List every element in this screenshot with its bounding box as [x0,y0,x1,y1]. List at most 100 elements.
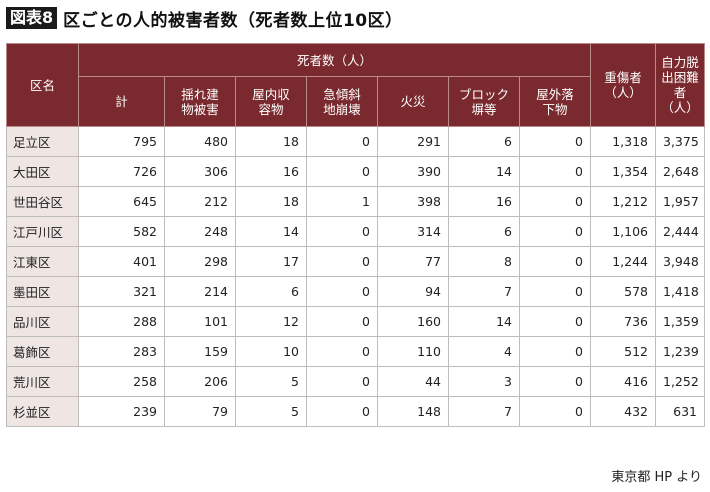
cell-outdoor: 0 [519,126,591,157]
cell-total: 239 [78,396,165,427]
header-fire-label: 火災 [400,94,426,109]
cell-outdoor: 0 [519,156,591,187]
header-injured-label: 重傷者（人） [604,70,642,100]
cell-slope: 0 [306,336,378,367]
cell-total: 401 [78,246,165,277]
cell-stranded: 1,252 [655,366,705,397]
cell-ward: 品川区 [6,306,79,337]
cell-shaking: 79 [164,396,236,427]
cell-ward: 杉並区 [6,396,79,427]
figure-badge: 図表8 [6,7,58,29]
header-block: ブロック塀等 [448,76,520,127]
cell-total: 582 [78,216,165,247]
cell-indoor: 16 [235,156,307,187]
source-note: 東京都 HP より [611,470,702,485]
cell-block: 14 [448,306,520,337]
cell-injured: 1,106 [590,216,656,247]
cell-outdoor: 0 [519,366,591,397]
cell-fire: 291 [377,126,449,157]
header-indoor-label: 屋内収容物 [252,86,290,117]
cell-fire: 398 [377,186,449,217]
cell-ward: 江戸川区 [6,216,79,247]
table-row: 杉並区 239 79 5 0 148 7 0 432 631 [6,396,705,427]
cell-fire: 148 [377,396,449,427]
cell-ward: 大田区 [6,156,79,187]
cell-shaking: 248 [164,216,236,247]
cell-injured: 1,354 [590,156,656,187]
cell-block: 4 [448,336,520,367]
cell-stranded: 1,957 [655,186,705,217]
cell-indoor: 14 [235,216,307,247]
cell-total: 795 [78,126,165,157]
cell-indoor: 17 [235,246,307,277]
cell-shaking: 480 [164,126,236,157]
cell-total: 321 [78,276,165,307]
header-slope-label: 急傾斜地崩壊 [323,86,361,117]
cell-ward: 葛飾区 [6,336,79,367]
cell-slope: 0 [306,156,378,187]
cell-slope: 0 [306,306,378,337]
cell-stranded: 2,444 [655,216,705,247]
header-ward: 区名 [6,43,79,127]
cell-outdoor: 0 [519,306,591,337]
cell-injured: 1,244 [590,246,656,277]
table-row: 江東区 401 298 17 0 77 8 0 1,244 3,948 [6,246,705,277]
cell-total: 258 [78,366,165,397]
table-row: 江戸川区 582 248 14 0 314 6 0 1,106 2,444 [6,216,705,247]
cell-shaking: 212 [164,186,236,217]
cell-injured: 432 [590,396,656,427]
header-outdoor-label: 屋外落下物 [536,86,574,117]
header-block-label: ブロック塀等 [458,86,509,117]
cell-slope: 0 [306,246,378,277]
cell-outdoor: 0 [519,186,591,217]
cell-stranded: 3,948 [655,246,705,277]
cell-block: 6 [448,216,520,247]
cell-stranded: 1,359 [655,306,705,337]
cell-slope: 0 [306,126,378,157]
cell-ward: 荒川区 [6,366,79,397]
cell-injured: 1,212 [590,186,656,217]
cell-block: 3 [448,366,520,397]
header-injured: 重傷者（人） [590,43,656,127]
table-row: 墨田区 321 214 6 0 94 7 0 578 1,418 [6,276,705,307]
table-row: 世田谷区 645 212 18 1 398 16 0 1,212 1,957 [6,186,705,217]
cell-shaking: 306 [164,156,236,187]
header-shaking-label: 揺れ建物被害 [181,86,219,117]
header-shaking: 揺れ建物被害 [164,76,236,127]
cell-indoor: 10 [235,336,307,367]
cell-outdoor: 0 [519,216,591,247]
cell-shaking: 214 [164,276,236,307]
cell-injured: 578 [590,276,656,307]
cell-shaking: 206 [164,366,236,397]
cell-fire: 77 [377,246,449,277]
cell-block: 8 [448,246,520,277]
cell-outdoor: 0 [519,336,591,367]
header-slope: 急傾斜地崩壊 [306,76,378,127]
cell-slope: 1 [306,186,378,217]
cell-total: 283 [78,336,165,367]
cell-block: 14 [448,156,520,187]
cell-fire: 44 [377,366,449,397]
table-header: 区名 死者数（人） 重傷者（人） 自力脱出困難者（人） 計 揺れ建物被害 屋内収… [6,43,705,127]
cell-stranded: 1,239 [655,336,705,367]
header-fire: 火災 [377,76,449,127]
cell-shaking: 159 [164,336,236,367]
cell-indoor: 5 [235,366,307,397]
cell-block: 7 [448,396,520,427]
header-stranded: 自力脱出困難者（人） [655,43,705,127]
cell-outdoor: 0 [519,276,591,307]
cell-total: 288 [78,306,165,337]
cell-ward: 足立区 [6,126,79,157]
cell-fire: 160 [377,306,449,337]
cell-injured: 512 [590,336,656,367]
table-row: 足立区 795 480 18 0 291 6 0 1,318 3,375 [6,126,705,157]
header-deaths-group: 死者数（人） [78,43,591,77]
header-total-label: 計 [115,94,128,109]
cell-block: 16 [448,186,520,217]
cell-indoor: 18 [235,126,307,157]
header-stranded-label: 自力脱出困難者（人） [661,55,699,115]
table-row: 品川区 288 101 12 0 160 14 0 736 1,359 [6,306,705,337]
table-body: 足立区 795 480 18 0 291 6 0 1,318 3,375 大田区… [6,126,705,427]
cell-block: 7 [448,276,520,307]
cell-injured: 736 [590,306,656,337]
